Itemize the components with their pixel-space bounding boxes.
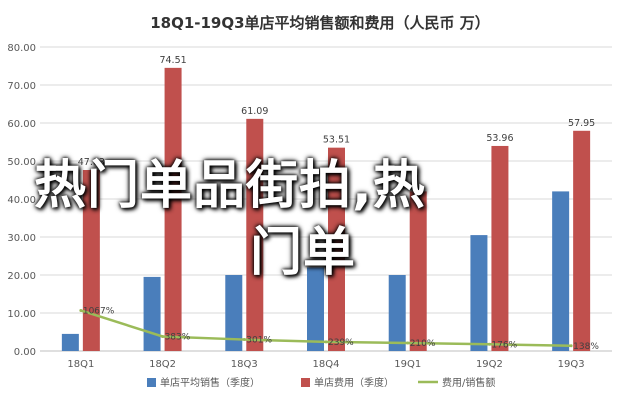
bar-data-label: 47.63 [78, 157, 105, 168]
bar-sales [552, 191, 570, 351]
x-tick-label: 19Q1 [394, 359, 421, 370]
ratio-point [406, 341, 410, 345]
y-axis-ticks: 0.00 10.00 20.00 30.00 40.00 50.00 60.00 70.00 8… [7, 43, 36, 358]
bar-data-label: 57.95 [568, 118, 595, 129]
ratio-point [79, 308, 83, 312]
x-axis-ticks: 18Q1 18Q2 18Q3 18Q4 19Q1 19Q2 19Q3 [67, 359, 584, 370]
legend-label: 费用/销售额 [442, 376, 495, 389]
ratio-data-label: 1067% [83, 306, 115, 316]
y-tick-label: 20.00 [7, 271, 36, 282]
bar-cost [491, 145, 509, 351]
y-tick-label: 80.00 [7, 43, 36, 54]
ratio-data-label: 239% [328, 338, 354, 348]
bar-data-label: 61.09 [241, 106, 268, 117]
x-tick-label: 19Q3 [558, 359, 585, 370]
legend-swatch [147, 378, 156, 387]
bar-cost [573, 130, 591, 351]
ratio-data-label: 301% [246, 336, 272, 346]
legend-swatch [301, 378, 310, 387]
ratio-data-label: 383% [165, 332, 191, 342]
bar-sales [61, 333, 79, 351]
x-tick-label: 19Q2 [476, 359, 503, 370]
y-tick-label: 30.00 [7, 233, 36, 244]
bar-sales [470, 235, 488, 351]
bar-cost [328, 147, 345, 351]
x-tick-label: 18Q2 [149, 359, 176, 370]
bar-cost [82, 170, 100, 351]
ratio-line: 1067% 383% 301% 239% 210% 176% 138% [79, 306, 599, 352]
bar-cost [246, 118, 264, 351]
x-tick-label: 18Q3 [231, 359, 258, 370]
bars: 47.63 74.51 61.09 53.51 53.96 57.95 [61, 55, 595, 351]
bar-sales [143, 276, 161, 351]
bar-cost [164, 67, 182, 351]
ratio-point [487, 342, 491, 346]
bar-cost [409, 191, 427, 351]
ratio-point [161, 334, 165, 338]
bar-data-label: 74.51 [159, 55, 186, 66]
bar-sales [225, 275, 243, 351]
ratio-data-label: 176% [491, 340, 517, 350]
bar-data-label: 53.96 [486, 133, 513, 144]
ratio-point [242, 338, 246, 342]
legend-label: 单店平均销售（季度） [160, 376, 260, 389]
y-tick-label: 70.00 [7, 81, 36, 92]
y-tick-label: 0.00 [14, 347, 36, 358]
chart-title: 18Q1-19Q3单店平均销售额和费用（人民币 万） [150, 14, 490, 32]
y-tick-label: 50.00 [7, 157, 36, 168]
ratio-data-label: 210% [410, 339, 436, 349]
ratio-data-label: 138% [573, 342, 599, 352]
y-tick-label: 60.00 [7, 119, 36, 130]
bar-data-label: 53.51 [323, 135, 350, 146]
grid [40, 46, 612, 352]
y-tick-label: 40.00 [7, 195, 36, 206]
legend-label: 单店费用（季度） [314, 376, 394, 389]
bar-sales [388, 275, 406, 351]
ratio-point [324, 340, 328, 344]
x-tick-label: 18Q1 [67, 359, 94, 370]
ratio-point [569, 344, 573, 348]
x-tick-label: 18Q4 [313, 359, 340, 370]
y-tick-label: 10.00 [7, 309, 36, 320]
bar-sales [307, 267, 324, 351]
legend: 单店平均销售（季度） 单店费用（季度） 费用/销售额 [147, 376, 495, 389]
